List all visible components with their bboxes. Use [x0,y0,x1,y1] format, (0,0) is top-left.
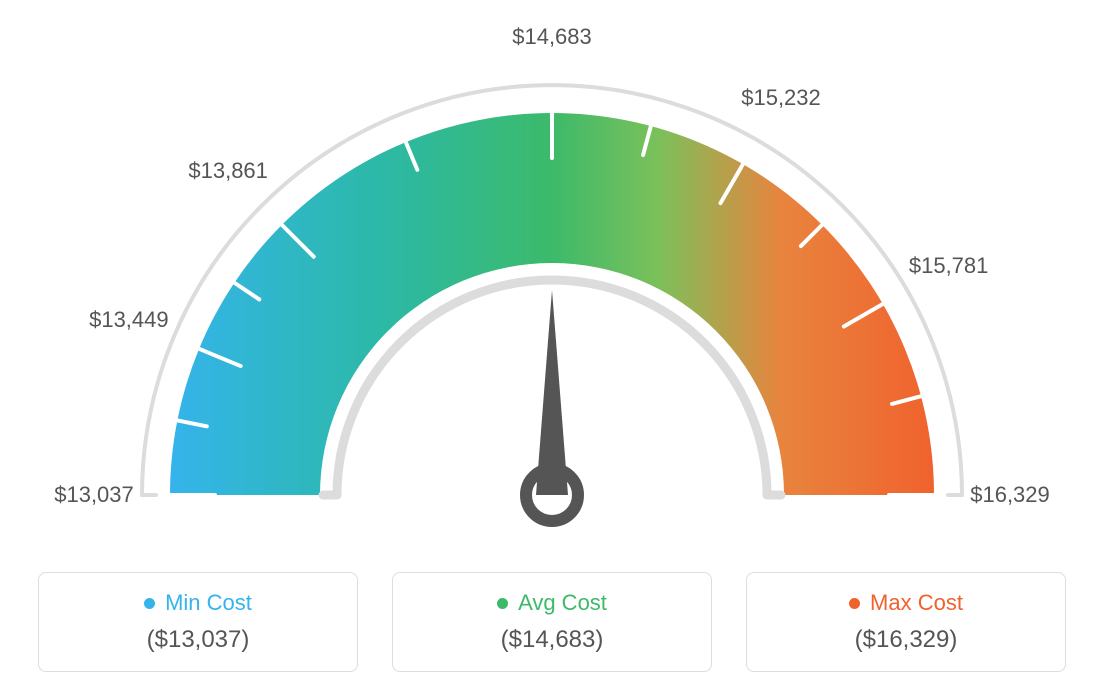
gauge-tick-label: $15,232 [741,85,821,111]
legend-label-avg: Avg Cost [518,590,607,616]
gauge-tick-label: $13,861 [188,158,268,184]
legend-dot-min [144,598,155,609]
legend-card-max: Max Cost ($16,329) [746,572,1066,672]
legend-card-min: Min Cost ($13,037) [38,572,358,672]
legend-value-avg: ($14,683) [501,626,604,654]
gauge-tick-label: $15,781 [909,253,989,279]
legend-label-min: Min Cost [165,590,252,616]
legend-value-min: ($13,037) [147,626,250,654]
gauge-tick-label: $13,037 [54,482,134,508]
legend-dot-max [849,598,860,609]
legend-dot-avg [497,598,508,609]
gauge-tick-label: $16,329 [970,482,1050,508]
legend-card-avg: Avg Cost ($14,683) [392,572,712,672]
legend-row: Min Cost ($13,037) Avg Cost ($14,683) Ma… [0,572,1104,672]
gauge-tick-label: $14,683 [512,24,592,50]
gauge-tick-label: $13,449 [89,307,169,333]
legend-label-max: Max Cost [870,590,963,616]
legend-value-max: ($16,329) [855,626,958,654]
cost-gauge: $13,037 $13,449 $13,861 $14,683 $15,232 $15,7… [0,0,1104,540]
